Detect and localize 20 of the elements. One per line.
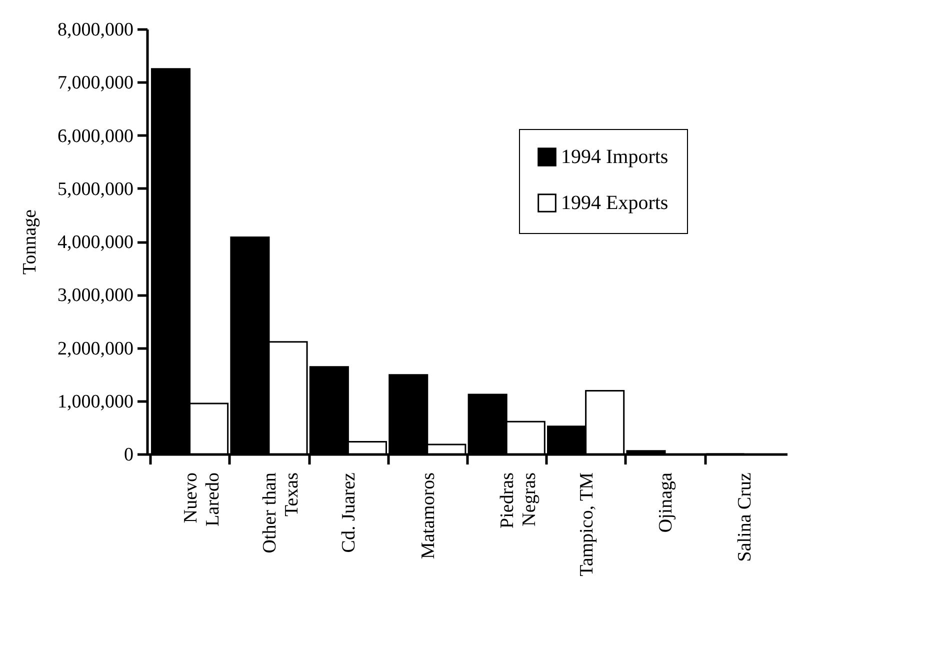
- x-tick-label: Matamoros: [418, 472, 439, 560]
- x-tick-label: Other than Texas: [259, 472, 302, 554]
- legend-label: 1994 Exports: [561, 192, 668, 214]
- y-tick-label: 5,000,000: [58, 178, 134, 200]
- y-tick-label: 0: [124, 444, 134, 466]
- legend-label: 1994 Imports: [561, 146, 668, 168]
- x-tick-label: Salina Cruz: [734, 472, 756, 562]
- y-tick-label: 1,000,000: [58, 391, 134, 412]
- x-tick-label: Piedras Negras: [497, 472, 540, 528]
- y-axis-title: Tonnage: [20, 209, 40, 275]
- y-tick-label: 2,000,000: [58, 338, 134, 360]
- x-tick-label: Cd. Juarez: [338, 472, 360, 553]
- y-tick-label: 6,000,000: [58, 126, 134, 147]
- y-tick-label: 8,000,000: [58, 20, 134, 40]
- y-tick-label: 4,000,000: [58, 232, 134, 253]
- y-tick-label: 3,000,000: [58, 285, 134, 306]
- x-tick-label: Ojinaga: [656, 472, 677, 533]
- y-tick-label: 7,000,000: [58, 72, 134, 94]
- x-tick-label: Tampico, TM: [576, 472, 598, 576]
- x-tick-label: Nuevo Laredo: [180, 472, 224, 526]
